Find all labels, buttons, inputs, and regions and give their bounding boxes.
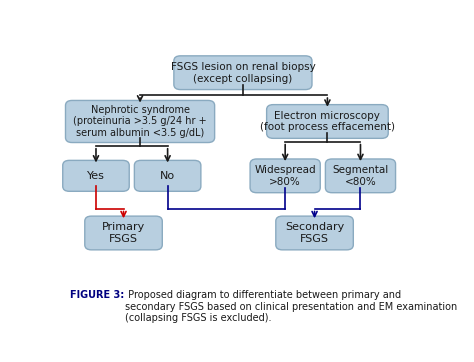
Text: Yes: Yes	[87, 171, 105, 181]
FancyBboxPatch shape	[65, 100, 215, 143]
Text: Widespread
>80%: Widespread >80%	[255, 165, 316, 187]
FancyBboxPatch shape	[134, 160, 201, 191]
Text: Nephrotic syndrome
(proteinuria >3.5 g/24 hr +
serum albumin <3.5 g/dL): Nephrotic syndrome (proteinuria >3.5 g/2…	[73, 105, 207, 138]
Text: FSGS lesion on renal biopsy
(except collapsing): FSGS lesion on renal biopsy (except coll…	[171, 62, 315, 84]
FancyBboxPatch shape	[85, 216, 162, 250]
FancyBboxPatch shape	[266, 105, 388, 138]
FancyBboxPatch shape	[325, 159, 396, 193]
Text: Segmental
<80%: Segmental <80%	[332, 165, 389, 187]
FancyBboxPatch shape	[250, 159, 320, 193]
Text: Proposed diagram to differentiate between primary and
secondary FSGS based on cl: Proposed diagram to differentiate betwee…	[125, 290, 457, 323]
FancyBboxPatch shape	[63, 160, 129, 191]
Text: Electron microscopy
(foot process effacement): Electron microscopy (foot process efface…	[260, 111, 395, 132]
Text: No: No	[160, 171, 175, 181]
Text: Primary
FSGS: Primary FSGS	[102, 222, 145, 244]
FancyBboxPatch shape	[276, 216, 353, 250]
FancyBboxPatch shape	[174, 56, 312, 89]
Text: Secondary
FSGS: Secondary FSGS	[285, 222, 344, 244]
Text: FIGURE 3:: FIGURE 3:	[70, 290, 125, 300]
